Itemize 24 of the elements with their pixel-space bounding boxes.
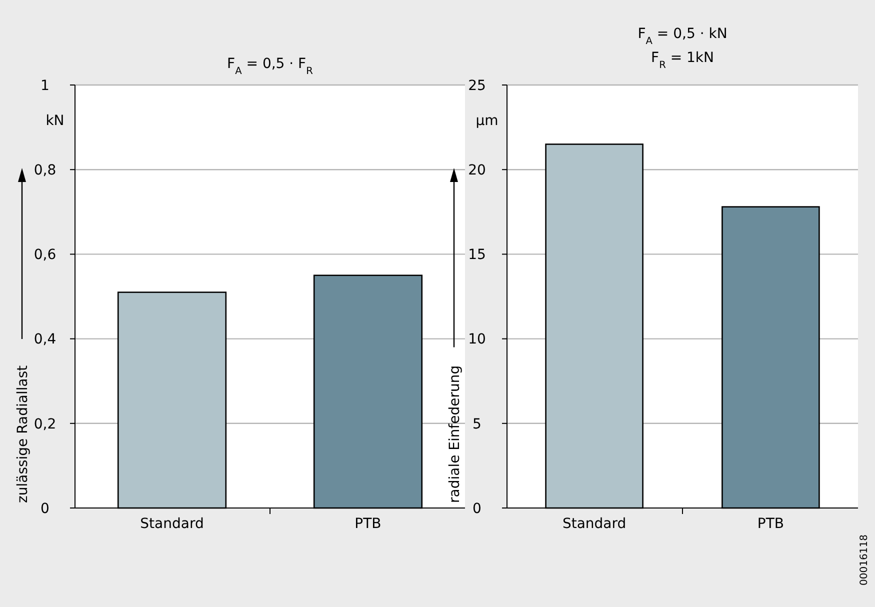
x-tick-label: PTB xyxy=(354,516,382,532)
y-tick-label: 0 xyxy=(40,500,50,517)
y-tick-label: 25 xyxy=(468,78,486,94)
y-tick-label: 0 xyxy=(472,500,482,517)
y-tick-label: 0,8 xyxy=(34,162,56,178)
text: µm xyxy=(476,113,498,129)
y-tick-label: 0,6 xyxy=(34,247,56,264)
y-tick-label: 5 xyxy=(472,416,482,432)
y-tick-label: 15 xyxy=(468,247,486,264)
y-tick-label: 0,4 xyxy=(34,332,56,348)
y-tick-label: 1 xyxy=(40,78,50,94)
x-tick-label: PTB xyxy=(757,516,784,532)
text: kN xyxy=(46,113,64,129)
text: 00016118 xyxy=(859,534,870,586)
x-tick-label: Standard xyxy=(140,516,204,532)
y-axis-title: radiale Einfederung xyxy=(447,365,463,503)
y-tick-label: 20 xyxy=(468,162,486,178)
y-tick-label: 10 xyxy=(468,332,486,348)
chart-title: F$_{A}$ = 0,5 · kN xyxy=(638,26,728,46)
y-tick-label: 0,2 xyxy=(34,416,56,432)
chart-subtitle: F$_{R}$ = 1kN xyxy=(651,50,714,70)
y-axis-title: zulässige Radiallast xyxy=(15,364,31,503)
chart-title: F$_{A}$ = 0,5 · F$_{R}$ xyxy=(227,56,314,76)
x-tick-label: Standard xyxy=(562,516,626,532)
